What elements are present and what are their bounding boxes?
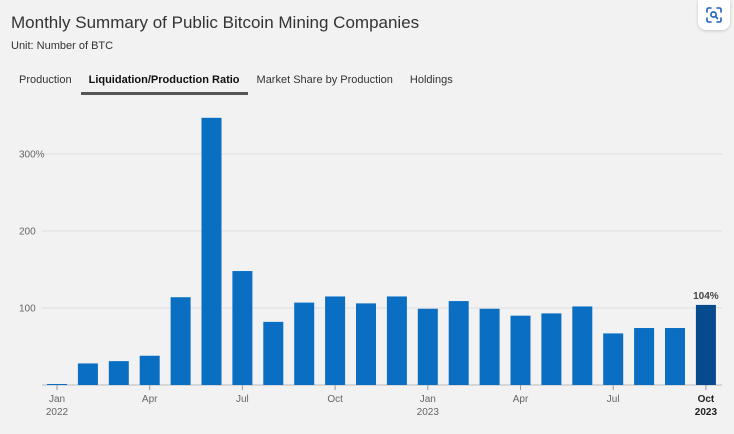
bar-may-2023[interactable] <box>541 313 562 385</box>
bar-mar-2022[interactable] <box>108 361 129 385</box>
bar-sep-2022[interactable] <box>294 302 315 385</box>
bar-oct-2023[interactable] <box>695 304 716 385</box>
tab-bar: Production Liquidation/Production Ratio … <box>11 70 462 95</box>
bar-apr-2023[interactable] <box>510 315 531 385</box>
x-tick-label: Apr <box>142 394 158 405</box>
bar-dec-2022[interactable] <box>386 296 407 385</box>
bar-aug-2023[interactable] <box>634 328 655 385</box>
x-tick-label: Jul <box>607 394 620 405</box>
scan-search-icon <box>706 7 722 23</box>
bar-feb-2022[interactable] <box>77 363 98 385</box>
bar-jul-2022[interactable] <box>232 271 253 385</box>
chart-subtitle: Unit: Number of BTC <box>11 40 114 52</box>
tab-production[interactable]: Production <box>19 74 72 86</box>
x-tick-label: Oct <box>327 394 343 405</box>
bar-jul-2023[interactable] <box>603 333 624 385</box>
bar-jun-2022[interactable] <box>201 117 222 385</box>
x-axis-ticks: Jan 2022 Apr Jul Oct Jan 2023 Apr Jul Oct 2023 <box>46 385 718 418</box>
bar-jan-2023[interactable] <box>417 308 438 385</box>
tab-holdings[interactable]: Holdings <box>409 74 453 86</box>
x-tick-label: Jul <box>236 394 249 405</box>
y-tick-label: 200 <box>19 227 36 238</box>
x-tick-year-label: 2023 <box>695 407 718 418</box>
bar-apr-2022[interactable] <box>139 355 160 385</box>
bar-sep-2023[interactable] <box>665 328 685 385</box>
y-tick-label: 300% <box>19 150 45 161</box>
bar-mar-2023[interactable] <box>479 308 500 385</box>
x-tick-label: Oct <box>698 394 715 405</box>
tab-market-share-by-production[interactable]: Market Share by Production <box>256 74 393 86</box>
bar-jan-2022[interactable] <box>47 384 67 385</box>
bar-may-2022[interactable] <box>170 297 191 385</box>
bar-jun-2023[interactable] <box>572 306 593 385</box>
x-tick-year-label: 2022 <box>46 407 69 418</box>
tab-liquidation-production-ratio[interactable]: Liquidation/Production Ratio <box>80 70 248 95</box>
bars <box>47 117 716 385</box>
data-label: 104% <box>693 291 719 302</box>
y-tick-label: 100 <box>19 304 36 315</box>
x-tick-label: Jan <box>49 394 65 405</box>
y-axis-ticks: 100 200 300% <box>19 150 45 315</box>
data-labels: 104% <box>693 291 719 302</box>
bar-oct-2022[interactable] <box>325 296 346 385</box>
bar-nov-2022[interactable] <box>356 303 376 385</box>
x-tick-year-label: 2023 <box>417 407 440 418</box>
x-tick-label: Apr <box>513 394 529 405</box>
x-tick-label: Jan <box>420 394 436 405</box>
bar-aug-2022[interactable] <box>263 321 284 385</box>
chart-title: Monthly Summary of Public Bitcoin Mining… <box>11 13 420 32</box>
scan-search-button[interactable] <box>698 0 730 30</box>
bar-feb-2023[interactable] <box>448 301 469 385</box>
